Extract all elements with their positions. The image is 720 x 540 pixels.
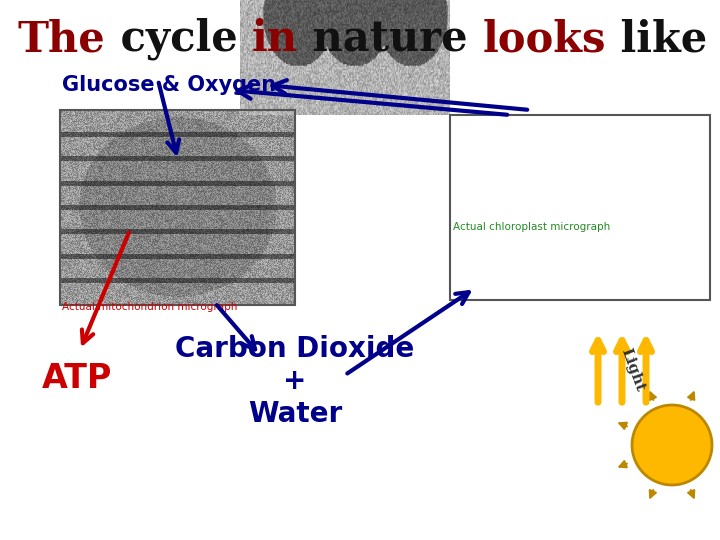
Text: cycle: cycle bbox=[106, 18, 252, 60]
Text: in: in bbox=[252, 18, 298, 60]
Text: The: The bbox=[18, 18, 106, 60]
Bar bbox=[60, 110, 295, 305]
Circle shape bbox=[632, 405, 712, 485]
Text: nature: nature bbox=[298, 18, 482, 60]
Text: looks: looks bbox=[482, 18, 606, 60]
Text: Glucose & Oxygen: Glucose & Oxygen bbox=[62, 75, 276, 95]
Text: like: like bbox=[606, 18, 720, 60]
Text: ATP: ATP bbox=[42, 362, 112, 395]
Text: Light: Light bbox=[618, 346, 647, 394]
Bar bbox=[450, 115, 710, 300]
Text: Carbon Dioxide
+
Water: Carbon Dioxide + Water bbox=[176, 335, 415, 428]
Text: Actual mitochondrion micrograph: Actual mitochondrion micrograph bbox=[62, 302, 238, 312]
Text: Actual chloroplast micrograph: Actual chloroplast micrograph bbox=[453, 222, 611, 232]
